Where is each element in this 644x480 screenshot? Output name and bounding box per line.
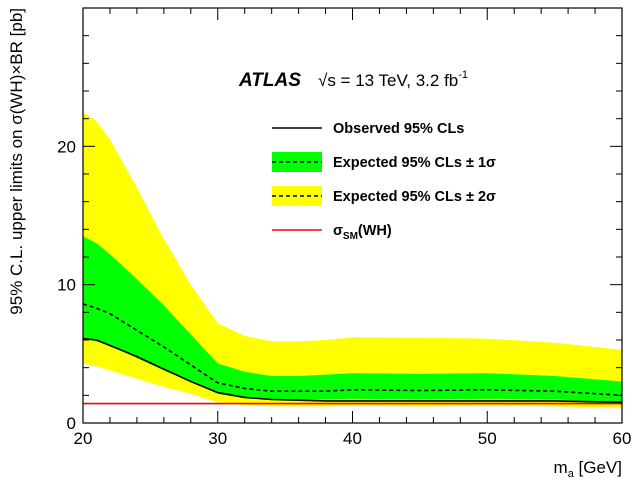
x-tick-label: 20 (74, 429, 93, 448)
x-tick-label: 60 (613, 429, 632, 448)
lines-layer (82, 303, 623, 405)
energy-lumi-label: √s = 13 TeV, 3.2 fb-1 (318, 69, 468, 90)
x-tick-label: 40 (343, 429, 362, 448)
y-tick-label: 10 (57, 276, 76, 295)
band-2sigma (83, 111, 622, 408)
x-axis-title-sub: a (568, 468, 575, 480)
bands-layer (83, 111, 622, 408)
series-line-1 (82, 303, 623, 397)
legend-label-main: Expected 95% CLs ± 2σ (333, 189, 496, 205)
legend-label-main: Expected 95% CLs ± 1σ (333, 155, 496, 171)
x-axis-title-main: m (554, 458, 568, 477)
legend-label-main: Observed 95% CLs (333, 121, 464, 137)
tick-labels: 20 30 40 50 60 0 10 20 (57, 137, 631, 448)
legend-entry-3: σSM(WH) (272, 223, 392, 242)
energy-sup: -1 (458, 69, 468, 81)
legend-label: Expected 95% CLs ± 1σ (333, 155, 496, 171)
legend-label-main: σ (333, 223, 343, 239)
x-tick-label: 50 (478, 429, 497, 448)
legend-label: σSM(WH) (333, 223, 392, 242)
x-tick-label: 30 (208, 429, 227, 448)
ticks-layer (82, 7, 623, 424)
y-tick-label: 0 (67, 414, 76, 433)
legend-label: Observed 95% CLs (333, 121, 464, 137)
legend-entry-0: Observed 95% CLs (272, 121, 464, 137)
band-1sigma (83, 236, 622, 403)
legend-label-after: (WH) (358, 223, 392, 239)
energy-main: √s = 13 TeV, 3.2 fb (318, 71, 458, 90)
legend-entry-1: Expected 95% CLs ± 1σ (272, 152, 496, 172)
legend-entry-2: Expected 95% CLs ± 2σ (272, 186, 496, 206)
x-axis-title-unit: [GeV] (574, 458, 622, 477)
y-axis-title: 95% C.L. upper limits on σ(WH)×BR [pb] (7, 8, 26, 315)
y-tick-label: 20 (57, 137, 76, 156)
x-axis-title: ma [GeV] (554, 458, 622, 480)
legend: Observed 95% CLs Expected 95% CLs ± 1σ Exp… (272, 121, 496, 242)
series-line-0 (82, 337, 623, 404)
experiment-label: ATLAS (238, 70, 301, 91)
legend-label-sub: SM (343, 231, 358, 242)
legend-label: Expected 95% CLs ± 2σ (333, 189, 496, 205)
